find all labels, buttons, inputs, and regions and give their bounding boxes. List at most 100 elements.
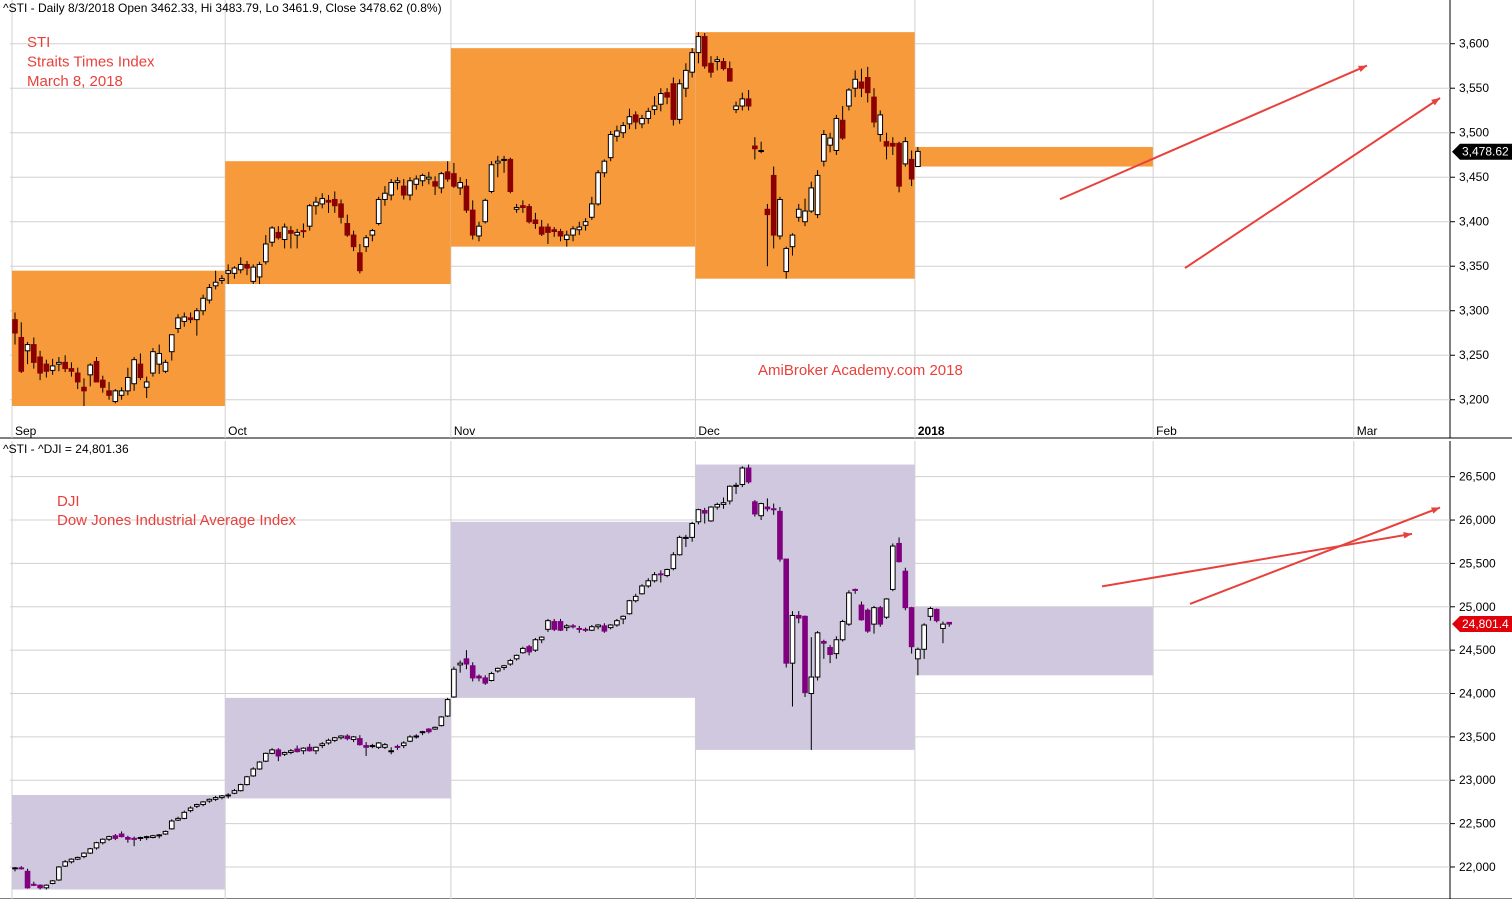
candle-body xyxy=(150,351,156,374)
candle-body xyxy=(501,665,507,668)
candle xyxy=(808,637,815,750)
last-price-tag-shape xyxy=(1452,616,1512,633)
candle xyxy=(294,745,300,753)
candle xyxy=(726,485,733,505)
candle xyxy=(444,161,451,182)
candle-body xyxy=(551,621,558,630)
candle-body xyxy=(288,750,294,753)
candle-body xyxy=(300,747,307,752)
candle-body xyxy=(758,503,764,517)
candle-body xyxy=(363,237,369,248)
candle xyxy=(150,834,156,839)
candle-body xyxy=(400,185,407,196)
watermark-text: AmiBroker Academy.com 2018 xyxy=(758,362,963,379)
candle-body xyxy=(476,675,482,679)
candle xyxy=(821,639,827,659)
candle xyxy=(501,664,507,671)
candle xyxy=(708,506,714,522)
candle-body xyxy=(890,545,896,590)
candle xyxy=(858,601,865,621)
candle-body xyxy=(563,625,570,629)
candle xyxy=(24,868,31,889)
candle xyxy=(187,806,194,813)
candle xyxy=(200,294,206,316)
candle-body xyxy=(43,884,50,889)
candle xyxy=(532,638,539,652)
candle xyxy=(325,738,332,745)
candle xyxy=(175,314,181,333)
candle xyxy=(187,312,194,324)
candle xyxy=(821,130,827,167)
candle xyxy=(783,558,790,668)
candle-body xyxy=(413,735,420,738)
candle-body xyxy=(125,836,131,840)
monthly-range-box xyxy=(914,606,1153,676)
candle xyxy=(457,660,463,673)
candle xyxy=(701,33,708,69)
candle-body xyxy=(601,625,608,632)
candle xyxy=(281,223,288,249)
annotation-line: Dow Jones Industrial Average Index xyxy=(57,512,297,529)
candle xyxy=(237,257,244,274)
candle-body xyxy=(313,201,319,207)
candle xyxy=(225,793,231,799)
candle xyxy=(231,788,238,795)
support-trendline xyxy=(1189,506,1441,605)
candle xyxy=(783,246,790,279)
candle-body xyxy=(520,647,526,654)
candle xyxy=(143,376,150,398)
candle xyxy=(263,235,269,265)
candle xyxy=(18,322,25,374)
candle-body xyxy=(143,381,150,388)
candle-body xyxy=(281,751,288,755)
candle-body xyxy=(607,133,614,159)
candle-body xyxy=(388,750,394,753)
candle-body xyxy=(206,287,213,301)
candle-body xyxy=(194,310,200,321)
candle xyxy=(871,605,877,634)
candle-body xyxy=(432,181,438,187)
candle-body xyxy=(175,817,181,821)
candle xyxy=(908,606,915,654)
candle xyxy=(752,137,758,160)
annotation-line: March 8, 2018 xyxy=(27,73,123,90)
candle xyxy=(463,650,470,670)
candle-body xyxy=(620,125,626,134)
candle xyxy=(432,726,438,730)
candle xyxy=(394,744,401,750)
candle-body xyxy=(614,620,620,626)
candle-body xyxy=(319,743,326,747)
candle-body xyxy=(921,624,927,650)
candle-body xyxy=(313,746,319,752)
candle-body xyxy=(150,835,156,838)
candle xyxy=(620,615,626,625)
candle xyxy=(658,570,664,583)
candle xyxy=(607,624,614,630)
candle xyxy=(451,162,457,188)
candle-body xyxy=(695,36,702,54)
candle xyxy=(658,88,664,112)
candle-body xyxy=(720,61,727,70)
candle xyxy=(507,658,514,666)
candle xyxy=(357,735,363,746)
candle xyxy=(890,543,896,592)
candle-body xyxy=(306,205,313,227)
candle xyxy=(49,358,56,375)
candle xyxy=(915,647,921,676)
candle xyxy=(476,221,482,242)
candle-body xyxy=(814,174,821,216)
candle-body xyxy=(720,502,727,505)
candle xyxy=(43,884,50,890)
y-tick-label: 24,000 xyxy=(1459,687,1496,701)
candle-body xyxy=(168,820,175,830)
candle xyxy=(194,803,200,809)
candle xyxy=(87,363,94,387)
candle xyxy=(300,747,307,755)
candle-body xyxy=(902,141,909,165)
candle xyxy=(758,502,764,521)
candle-body xyxy=(488,164,495,192)
candle-body xyxy=(244,776,250,786)
candle-body xyxy=(664,92,670,98)
candle-body xyxy=(407,736,413,742)
candle-body xyxy=(162,361,169,372)
